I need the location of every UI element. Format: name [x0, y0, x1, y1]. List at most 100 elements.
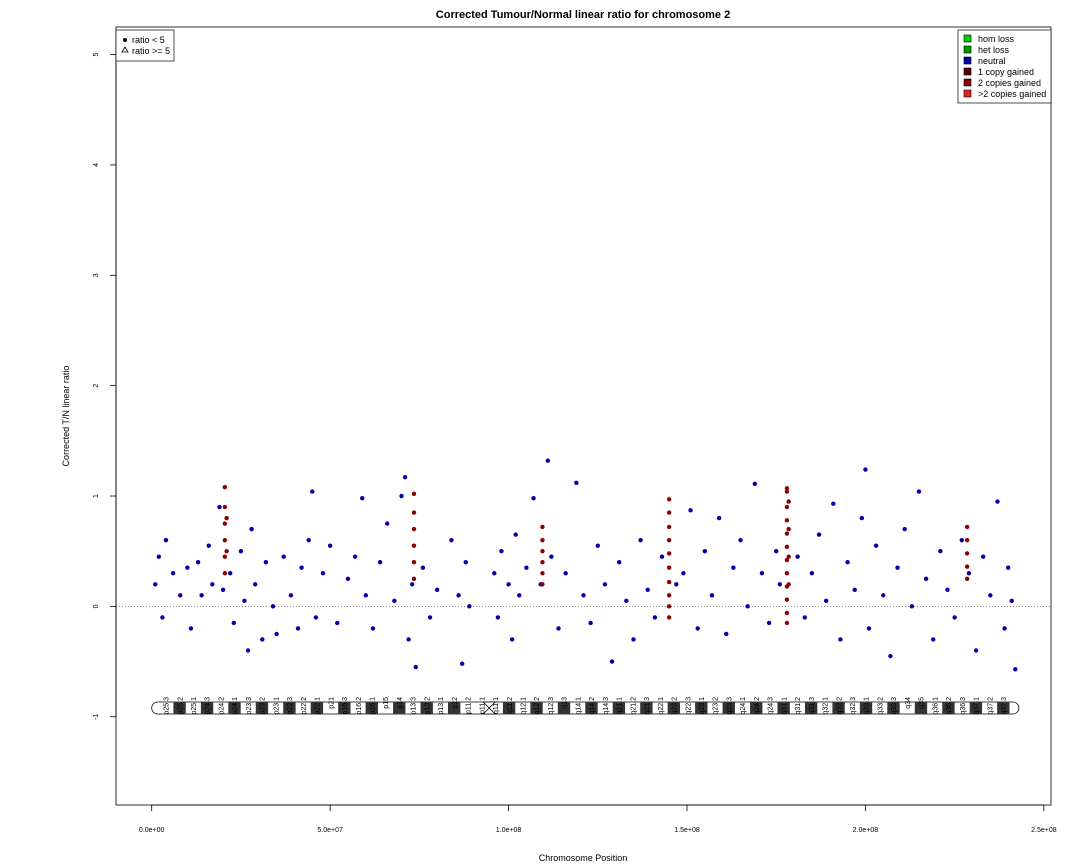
legend-entry: hom loss [978, 34, 1015, 44]
ideogram-band [969, 702, 983, 714]
ideogram-band [255, 702, 269, 714]
band-label: p13.3 [411, 697, 418, 715]
data-point-gained [666, 604, 672, 609]
data-point-neutral [392, 598, 397, 604]
band-label: q36.2 [946, 697, 953, 715]
data-point-neutral [513, 532, 518, 537]
data-point-neutral [160, 615, 165, 620]
data-point-neutral [227, 571, 233, 576]
band-label: p25.3 [164, 697, 171, 715]
band-label: q37.1 [974, 697, 981, 715]
data-point-neutral [845, 560, 850, 565]
data-point-gained [666, 565, 672, 570]
data-point-gained [784, 518, 790, 523]
data-point-neutral [902, 526, 907, 532]
legend-entry: 1 copy gained [978, 67, 1034, 77]
scatter-points [153, 458, 1018, 672]
data-point-neutral [399, 493, 404, 499]
data-point-gained [411, 526, 417, 532]
data-point-neutral [467, 604, 472, 609]
band-label: p11.1 [479, 697, 486, 714]
data-point-gained [222, 504, 228, 510]
data-point-neutral [270, 604, 276, 609]
data-point-neutral [517, 593, 522, 598]
data-point-neutral [945, 587, 950, 593]
data-point-neutral [352, 554, 358, 559]
data-point-neutral [909, 604, 915, 609]
data-point-neutral [988, 593, 993, 598]
data-point-neutral [206, 543, 211, 548]
data-point-neutral [178, 593, 183, 598]
ideogram-band [859, 702, 873, 714]
data-point-neutral [595, 543, 600, 548]
data-point-neutral [220, 587, 226, 593]
data-point-neutral [702, 548, 708, 554]
band-label: q21.1 [617, 697, 624, 715]
data-point-neutral [420, 565, 426, 570]
data-point-neutral [163, 537, 169, 543]
band-label: p25.2 [177, 697, 184, 715]
ideogram-band [310, 702, 324, 714]
data-point-neutral [688, 508, 693, 513]
band-label: q11.2 [507, 697, 514, 714]
band-label: q32.1 [823, 697, 830, 715]
data-point-neutral [766, 620, 772, 626]
data-point-neutral [873, 543, 879, 548]
data-point-neutral [185, 565, 190, 570]
band-label: q12.2 [534, 697, 541, 715]
color-legend-box [957, 29, 1052, 104]
shape-legend: ratio < 5 ratio >= 5 [115, 29, 175, 62]
data-point-neutral [345, 576, 351, 581]
band-label: p23.3 [246, 697, 253, 715]
data-point-neutral [1009, 598, 1014, 604]
band-label: p22.2 [301, 697, 308, 715]
data-point-gained [222, 537, 228, 543]
data-point-neutral [1005, 565, 1011, 570]
ideogram-band [887, 702, 900, 714]
band-label: q33.2 [877, 697, 884, 715]
data-point-gained [786, 554, 791, 559]
data-point-neutral [966, 571, 972, 576]
band-label: q33.3 [891, 697, 898, 715]
data-point-neutral [427, 615, 433, 620]
legend-swatch-icon [963, 56, 972, 65]
legend-swatch-icon [963, 45, 972, 54]
data-point-gained [786, 526, 791, 532]
data-point-gained [411, 491, 417, 496]
data-point-gained [540, 571, 545, 576]
band-label: q14.2 [589, 697, 596, 715]
legend-filled-circle-icon [123, 38, 127, 42]
x-tick-label: 2.0e+08 [853, 827, 879, 834]
data-point-gained [784, 620, 790, 626]
x-tick-label: 0.0e+00 [139, 827, 165, 834]
data-point-neutral [1013, 667, 1018, 672]
y-tick-label: 4 [93, 163, 100, 167]
ideogram-band [365, 702, 378, 714]
data-point-neutral [716, 515, 722, 521]
band-label: p23.1 [273, 697, 280, 715]
centromere-icon [482, 701, 497, 715]
data-point-neutral [549, 554, 554, 559]
data-point-neutral [288, 593, 294, 598]
band-label: q32.2 [836, 697, 843, 715]
data-point-neutral [581, 593, 586, 598]
data-point-neutral [245, 648, 251, 653]
band-label: q31.3 [809, 697, 816, 715]
ideogram-band [283, 702, 296, 714]
ideogram: p25.3 p25.2 p25.1 p24.3 p24.2 p24.1 p23.3 p23.2… [151, 697, 1020, 715]
data-point-neutral [759, 571, 765, 576]
band-label: q13 [562, 697, 569, 709]
data-point-gained [411, 576, 417, 581]
data-point-gained [964, 537, 970, 543]
band-label: p21 [328, 697, 335, 709]
data-point-neutral [406, 637, 411, 642]
band-label: q24.2 [754, 697, 761, 715]
band-label: q24.1 [740, 697, 747, 715]
band-label: q35 [919, 697, 926, 709]
ideogram-band [530, 702, 543, 714]
data-point-neutral [609, 659, 615, 664]
band-label: p23.2 [260, 697, 267, 715]
data-point-neutral [153, 582, 158, 587]
band-label: p16.1 [369, 697, 376, 715]
